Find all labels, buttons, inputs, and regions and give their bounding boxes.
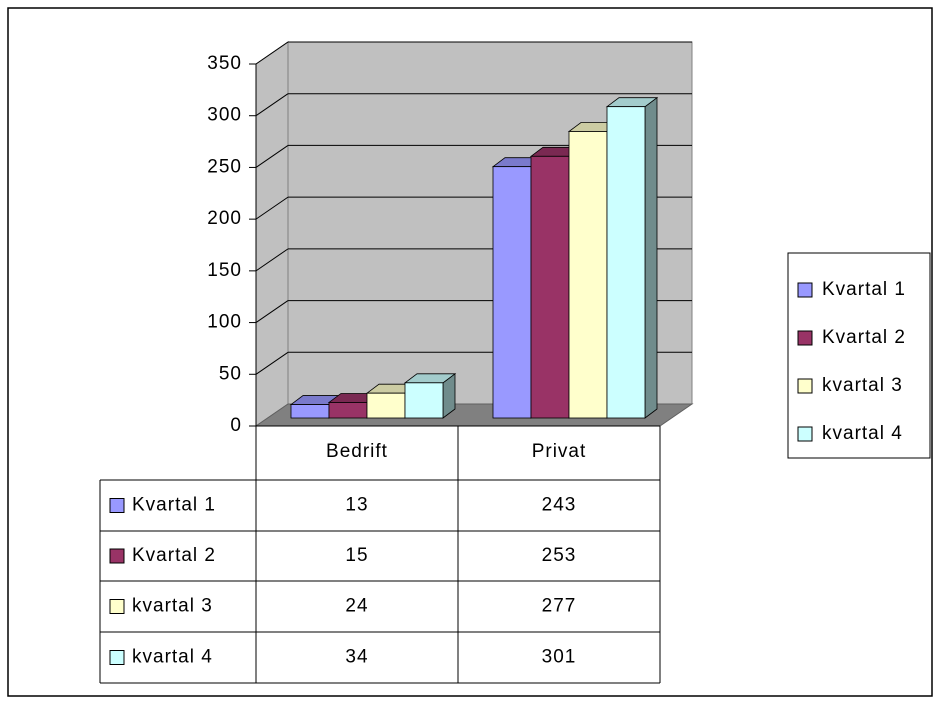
grid-line bbox=[255, 300, 289, 323]
grid-line bbox=[255, 41, 289, 65]
table-header: Bedrift bbox=[326, 441, 388, 462]
y-tick-label: 300 bbox=[207, 105, 242, 126]
legend-label: Kvartal 1 bbox=[822, 279, 906, 300]
table-legend-key bbox=[109, 650, 125, 665]
table-row-label: kvartal 3 bbox=[132, 596, 213, 617]
bar bbox=[404, 382, 444, 419]
table-cell: 277 bbox=[542, 596, 577, 617]
table-cell: 15 bbox=[345, 545, 368, 566]
table-row-label: Kvartal 2 bbox=[132, 545, 216, 566]
legend-label: Kvartal 2 bbox=[822, 327, 906, 348]
y-tick-label: 100 bbox=[207, 312, 242, 333]
bar-side bbox=[644, 96, 658, 419]
table-cell: 34 bbox=[345, 647, 368, 668]
legend-key bbox=[797, 330, 813, 346]
table-cell: 13 bbox=[345, 495, 368, 516]
table-cell: 24 bbox=[345, 596, 368, 617]
bar bbox=[606, 106, 646, 419]
grid-line bbox=[255, 351, 289, 375]
table-row-label: kvartal 4 bbox=[132, 647, 213, 668]
table-header: Privat bbox=[532, 441, 587, 462]
table-row-label: Kvartal 1 bbox=[132, 495, 216, 516]
bar bbox=[568, 131, 608, 419]
bar bbox=[366, 392, 406, 419]
grid-line bbox=[255, 145, 289, 168]
y-tick-label: 50 bbox=[219, 363, 242, 384]
legend-key bbox=[797, 282, 813, 298]
bar bbox=[290, 404, 330, 419]
grid-line bbox=[255, 93, 289, 117]
table-legend-key bbox=[109, 548, 125, 564]
legend-key bbox=[797, 378, 813, 394]
bar bbox=[530, 155, 570, 419]
table-legend-key bbox=[109, 498, 125, 513]
table-cell: 301 bbox=[542, 647, 577, 668]
y-tick-label: 250 bbox=[207, 156, 242, 177]
table-cell: 253 bbox=[542, 545, 577, 566]
side-wall bbox=[255, 41, 289, 427]
legend-label: kvartal 3 bbox=[822, 375, 903, 396]
table-legend-key bbox=[109, 599, 125, 614]
bar bbox=[328, 402, 368, 419]
legend-key bbox=[797, 426, 813, 442]
table-cell: 243 bbox=[542, 495, 577, 516]
grid-line bbox=[255, 196, 289, 220]
y-tick-label: 150 bbox=[207, 260, 242, 281]
grid-line bbox=[255, 248, 289, 272]
legend-label: kvartal 4 bbox=[822, 423, 903, 444]
y-tick-label: 200 bbox=[207, 208, 242, 229]
bar bbox=[492, 166, 532, 419]
y-tick-label: 350 bbox=[207, 53, 242, 74]
y-tick-label: 0 bbox=[230, 415, 242, 436]
